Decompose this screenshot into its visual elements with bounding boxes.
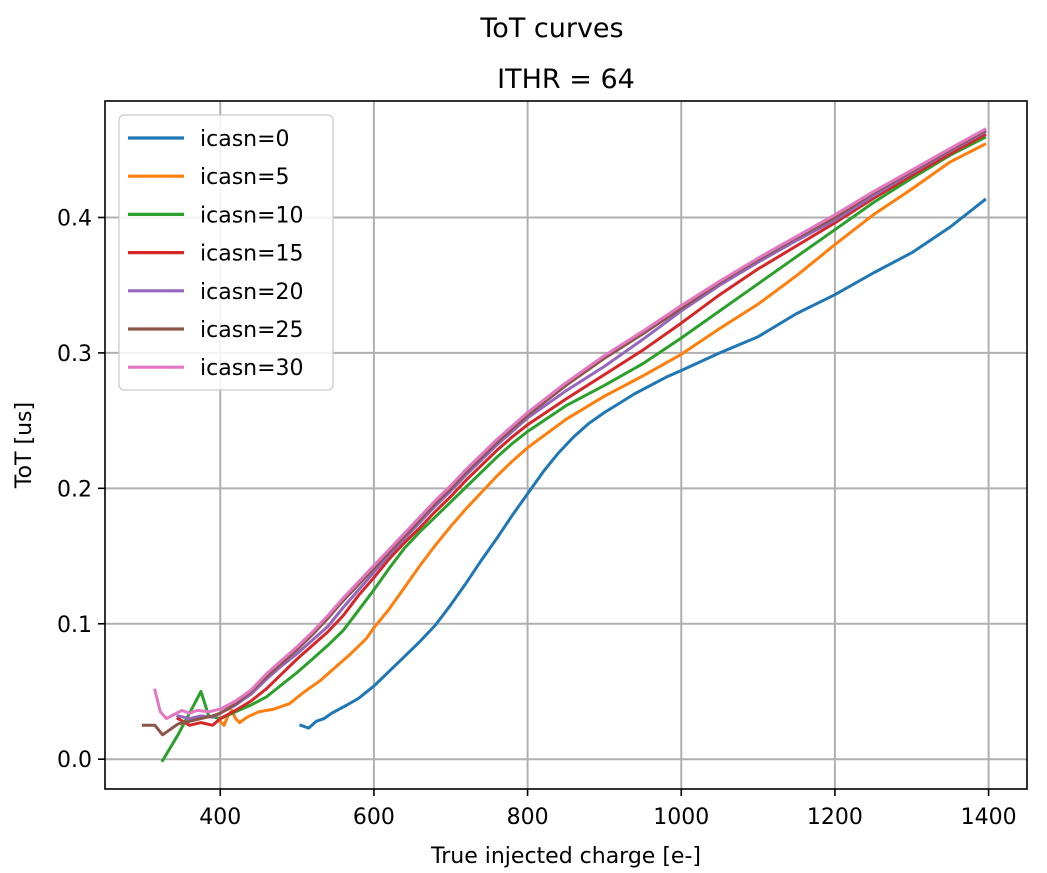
y-tick-label: 0.0 xyxy=(57,748,92,773)
y-axis-label: ToT [us] xyxy=(12,402,37,489)
legend-label: icasn=5 xyxy=(200,165,290,190)
x-axis-label: True injected charge [e-] xyxy=(430,844,701,869)
legend-label: icasn=0 xyxy=(200,127,290,152)
legend-label: icasn=25 xyxy=(200,318,304,343)
x-tick-label: 1200 xyxy=(807,805,863,830)
y-tick-label: 0.4 xyxy=(57,206,92,231)
y-tick-label: 0.3 xyxy=(57,342,92,367)
x-tick-label: 1400 xyxy=(961,805,1017,830)
series-line-icasn-15 xyxy=(175,132,987,727)
series-line-icasn-20 xyxy=(176,130,987,721)
axis-ticks: 400 600 800 1000 1200 1400 0.0 0.1 0.2 0.3 0.4 xyxy=(57,206,1017,830)
legend-label: icasn=15 xyxy=(200,242,304,267)
plot-frame xyxy=(104,100,1028,790)
series-line-icasn-30 xyxy=(153,127,987,721)
legend: icasn=0 icasn=5 icasn=10 icasn=15 icasn=20 ic… xyxy=(118,114,334,391)
x-tick-label: 400 xyxy=(199,805,241,830)
x-tick-label: 800 xyxy=(507,805,549,830)
chart-title: ITHR = 64 xyxy=(497,64,635,95)
series-line-icasn-5 xyxy=(218,142,987,727)
legend-label: icasn=20 xyxy=(200,280,304,305)
figure-suptitle: ToT curves xyxy=(479,13,623,44)
x-tick-label: 1000 xyxy=(653,805,709,830)
legend-box xyxy=(118,114,334,391)
series-layer xyxy=(141,127,987,763)
y-tick-label: 0.1 xyxy=(57,613,92,638)
legend-label: icasn=30 xyxy=(200,356,304,381)
series-line-icasn-0 xyxy=(298,197,987,730)
legend-label: icasn=10 xyxy=(200,203,304,228)
y-tick-label: 0.2 xyxy=(57,477,92,502)
x-tick-label: 600 xyxy=(353,805,395,830)
series-line-icasn-10 xyxy=(160,135,987,763)
